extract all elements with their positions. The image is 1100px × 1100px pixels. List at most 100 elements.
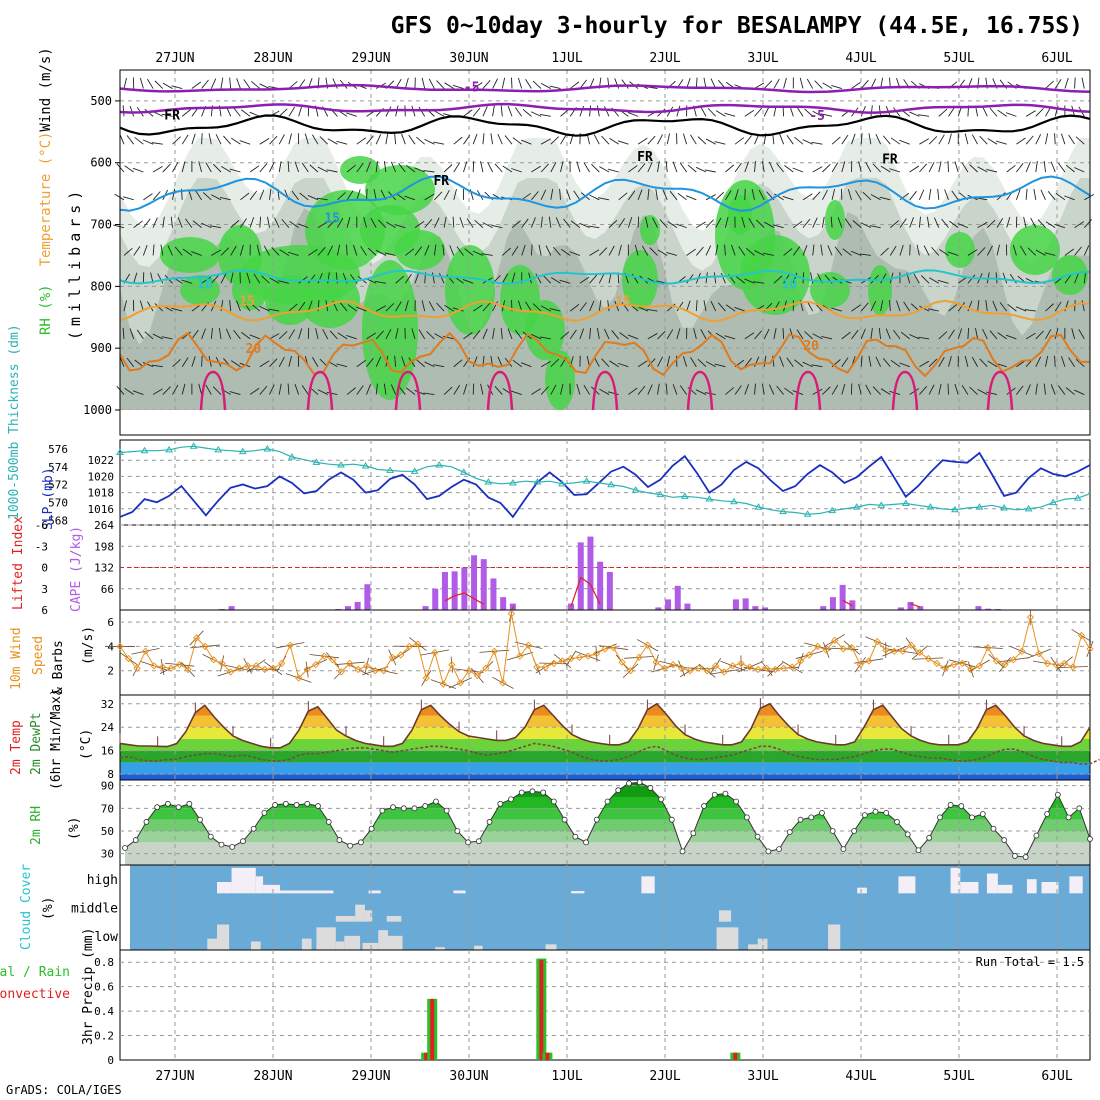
wind-barb xyxy=(679,162,687,173)
thickness-tick-label: 572 xyxy=(48,479,68,492)
rh-point xyxy=(668,816,675,823)
wind-barb xyxy=(997,109,1007,117)
cloud-low-bar xyxy=(828,924,841,950)
wind-barb xyxy=(852,220,862,228)
wind-barb xyxy=(794,359,804,368)
wind-barb xyxy=(337,217,344,228)
wind-barb xyxy=(444,304,455,312)
wind-barb xyxy=(725,387,735,395)
wind-barb xyxy=(154,80,164,89)
wind-barb xyxy=(394,133,397,145)
wind-barb xyxy=(375,383,378,395)
rh-point xyxy=(282,800,289,807)
wind-barb xyxy=(308,248,318,256)
rh-point xyxy=(304,800,311,807)
cape-bar xyxy=(820,606,827,610)
thickness-line xyxy=(119,445,1091,515)
wind-speed-point xyxy=(499,679,507,687)
slp-tick-label: 1016 xyxy=(88,503,115,516)
wind-barb xyxy=(647,333,658,340)
wind-barb xyxy=(229,391,241,395)
wind-barb xyxy=(869,225,881,229)
wind-barb xyxy=(896,300,901,312)
wind-barb xyxy=(880,247,889,256)
wind-barb xyxy=(665,161,668,173)
cloud-low-bar xyxy=(387,935,403,950)
cape-bar xyxy=(839,584,846,610)
wind-barb xyxy=(463,109,473,117)
wind-barb xyxy=(375,305,387,312)
wind-barb xyxy=(967,327,970,339)
wind-barb xyxy=(177,217,183,228)
rh-90-shade xyxy=(868,265,892,315)
wind-barb xyxy=(367,247,377,256)
wind-barb xyxy=(855,190,862,201)
wind-barb xyxy=(1047,191,1056,201)
cape-ylabel: CAPE (J/kg) xyxy=(69,526,84,612)
wind-barb xyxy=(617,362,629,368)
wind-barb xyxy=(715,217,722,228)
wind-barb xyxy=(645,216,649,228)
wind-barb xyxy=(453,136,463,145)
wind-barb xyxy=(456,246,464,256)
wind-barb xyxy=(811,141,823,145)
wind-barb xyxy=(424,193,435,201)
wind-speed-point xyxy=(431,648,439,657)
wind-barb xyxy=(763,328,770,340)
wind-barb xyxy=(411,328,416,340)
wind-barb xyxy=(822,82,833,89)
cape-bar xyxy=(829,597,836,610)
wind-barb xyxy=(201,222,212,229)
rh-point xyxy=(883,809,890,816)
wind-barb xyxy=(540,305,552,312)
wind-barb xyxy=(870,194,881,201)
wind-barb xyxy=(329,330,338,340)
date-label-bottom: 29JUN xyxy=(351,1069,390,1084)
cape-tick-label: 264 xyxy=(94,519,114,532)
wind-barb xyxy=(666,252,678,256)
wind-barb xyxy=(482,106,488,117)
wind-barb xyxy=(377,219,387,228)
wind-barb xyxy=(796,106,804,117)
lifted-index-line xyxy=(589,584,601,605)
wind-barb xyxy=(596,105,600,117)
wind-barb xyxy=(211,194,222,201)
wind-barb xyxy=(900,331,910,340)
wind-barb xyxy=(954,383,959,395)
wind-speed-point xyxy=(567,654,575,663)
wind-barb xyxy=(576,383,581,395)
wind-barb xyxy=(608,245,615,256)
rh-point xyxy=(175,804,182,811)
wind-barb xyxy=(390,161,397,173)
wind-speed-point xyxy=(1035,650,1043,658)
wind-barb xyxy=(909,165,920,173)
wind-barb xyxy=(637,360,648,368)
wind-barb xyxy=(307,274,316,284)
wind-barb xyxy=(540,138,551,145)
wind-barb xyxy=(589,274,598,284)
wind-barb xyxy=(792,167,804,173)
wind-barb xyxy=(754,161,756,173)
cape-bar xyxy=(917,606,924,610)
wind-barb xyxy=(269,333,280,340)
wind-barb xyxy=(1081,300,1085,312)
wind-barb xyxy=(931,246,940,256)
wind-speed-point xyxy=(865,657,873,665)
wind-barb xyxy=(782,327,785,339)
wind-barb xyxy=(705,138,716,145)
wind-barb xyxy=(666,133,671,145)
wind-speed-point xyxy=(175,661,184,669)
wind-barb xyxy=(442,244,445,256)
wind-barb xyxy=(831,307,842,312)
wind-barb xyxy=(428,78,435,89)
rh-label: RH (%) xyxy=(38,284,54,335)
rh-point xyxy=(958,803,965,809)
wind-barb xyxy=(134,359,144,368)
wind-barb xyxy=(618,244,622,256)
cloud-low-bar xyxy=(378,930,388,950)
wind-barb xyxy=(122,105,125,117)
wind-barb xyxy=(545,245,552,256)
wind-barb xyxy=(123,300,127,312)
wind-barb xyxy=(539,336,551,340)
wind-speed-point xyxy=(924,654,932,663)
